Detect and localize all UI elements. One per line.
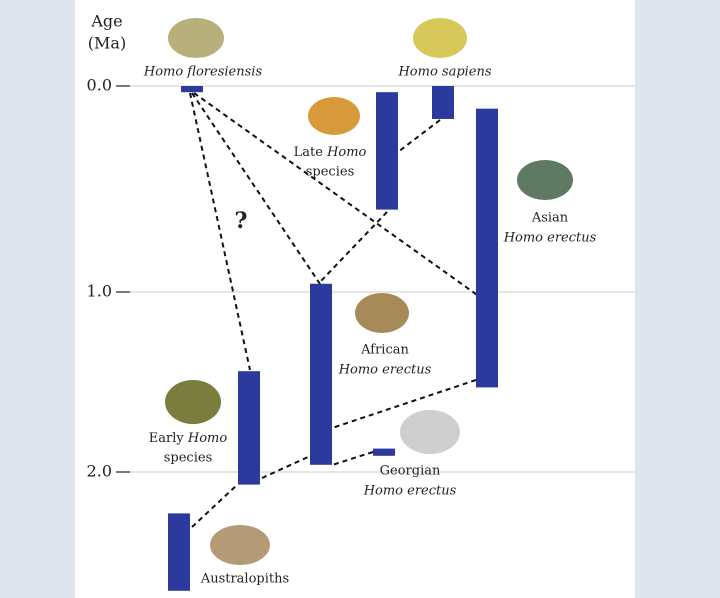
label-part: Late (294, 145, 324, 160)
grid: 0.0 1.0 2.0 (87, 76, 635, 481)
bar-label: Homo erectus (338, 363, 432, 378)
skull (413, 18, 467, 58)
left-margin (0, 0, 75, 598)
y-tick-label: 2.0 (87, 462, 112, 481)
bar-label: Late Homo (294, 145, 367, 160)
y-axis-label: Age (90, 12, 122, 31)
range-bar (373, 448, 395, 456)
skull (400, 410, 460, 454)
bar-label: species (306, 165, 355, 180)
y-tick-label: 1.0 (87, 282, 112, 301)
bar-label: Australopiths (200, 572, 289, 587)
bar-label: Homo erectus (363, 484, 457, 499)
label-part: Homo (187, 431, 227, 446)
bar-label: African (360, 343, 409, 358)
range-bar (376, 92, 398, 210)
label-part: Early (149, 431, 185, 446)
links (189, 92, 481, 528)
range-bar (432, 86, 454, 119)
bar-label: Asian (531, 211, 569, 226)
y-tick-label: 0.0 (87, 76, 112, 95)
bar-label: Georgian (380, 464, 441, 479)
skull (168, 18, 224, 58)
skull (308, 97, 360, 135)
skull (165, 380, 221, 424)
annotation: ? (235, 208, 248, 234)
y-axis-label: (Ma) (88, 34, 126, 53)
range-bar (168, 513, 190, 591)
skull (517, 160, 573, 200)
skulls (165, 18, 573, 565)
range-bar (181, 86, 203, 93)
range-bar (476, 108, 498, 388)
range-bar (238, 371, 260, 485)
label-part: Homo (326, 145, 366, 160)
right-margin (635, 0, 720, 598)
skull (210, 525, 270, 565)
bar-label: species (164, 451, 213, 466)
skull (355, 293, 409, 333)
bar-label: Homo floresiensis (143, 65, 263, 80)
bar-label: Early Homo (149, 431, 228, 446)
range-bar (310, 283, 332, 465)
bar-label: Homo erectus (503, 231, 597, 246)
bar-label: Homo sapiens (397, 65, 491, 80)
bars (168, 86, 498, 591)
dashed-link (189, 92, 481, 528)
